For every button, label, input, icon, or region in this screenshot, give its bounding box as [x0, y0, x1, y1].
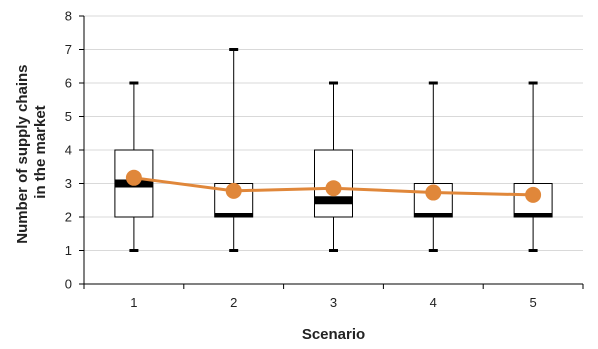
x-tick-label: 4 [430, 295, 437, 310]
axes [79, 15, 584, 289]
box-1 [114, 81, 154, 252]
median-bar [314, 196, 353, 205]
median-bar [414, 213, 453, 217]
max-cap [129, 81, 139, 85]
x-tick-label: 3 [330, 295, 337, 310]
mean-point [325, 180, 342, 197]
max-cap [229, 48, 239, 51]
max-cap [528, 81, 538, 85]
y-tick-label: 7 [65, 42, 72, 57]
y-axis-title-line-1: Number of supply chains [14, 64, 31, 243]
y-tick-label: 8 [65, 9, 72, 24]
median-bar [214, 213, 253, 217]
y-tick-label: 4 [65, 143, 72, 158]
y-tick-label: 6 [65, 76, 72, 91]
box-5 [513, 81, 553, 252]
x-axis-title: Scenario [302, 326, 365, 343]
min-cap [229, 249, 239, 252]
mean-point [225, 182, 242, 199]
x-tick-label: 1 [130, 295, 137, 310]
max-cap [428, 81, 438, 85]
mean-point [425, 184, 442, 201]
min-cap [329, 249, 338, 252]
x-tick-label: 5 [529, 295, 536, 310]
box-4 [413, 81, 453, 252]
mean-line-series [125, 169, 542, 203]
min-cap [528, 249, 538, 252]
tick-labels: 0 1 2 3 4 5 6 7 8 1 2 3 4 5 [65, 9, 537, 311]
min-cap [428, 249, 438, 252]
y-axis-title-line-2: in the market [32, 105, 49, 198]
max-cap [329, 81, 338, 85]
y-tick-label: 1 [65, 243, 72, 258]
y-tick-label: 2 [65, 210, 72, 225]
min-cap [129, 249, 139, 252]
y-tick-label: 3 [65, 176, 72, 191]
mean-point [125, 169, 142, 186]
mean-point [525, 186, 542, 203]
y-tick-label: 5 [65, 109, 72, 124]
y-axis-title: Number of supply chains in the market [14, 60, 49, 243]
median-bar [514, 213, 553, 217]
x-tick-label: 2 [230, 295, 237, 310]
box-3 [314, 81, 353, 252]
y-tick-label: 0 [65, 277, 72, 292]
